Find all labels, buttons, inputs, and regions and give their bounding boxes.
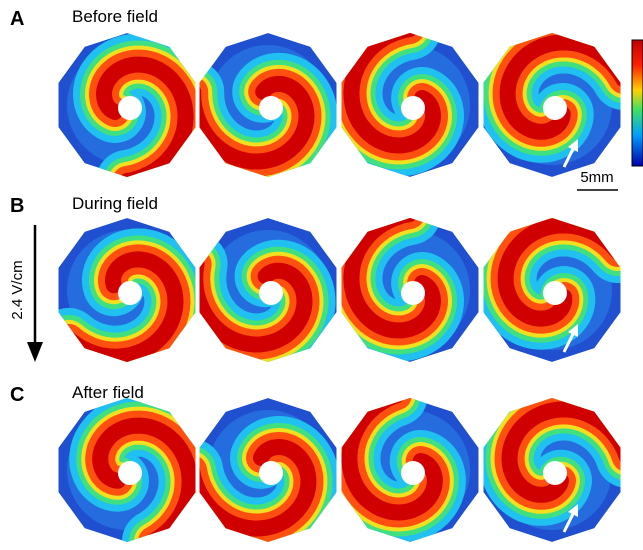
figure: 5mm 2.4 V/cm A Before field B During field C… — [0, 0, 643, 550]
panel-title: During field — [72, 194, 158, 213]
activation-map — [342, 395, 479, 542]
activation-map — [192, 398, 337, 542]
panel-label: C — [10, 384, 24, 406]
activation-map — [484, 218, 621, 362]
center-hole — [118, 281, 142, 305]
color-bar — [632, 40, 643, 166]
activation-map — [193, 33, 336, 177]
panel-title: After field — [72, 383, 144, 402]
panel-label: B — [10, 195, 24, 217]
activation-map — [59, 218, 196, 362]
activation-map — [195, 218, 336, 362]
scale-label: 5mm — [580, 169, 613, 186]
center-hole — [118, 96, 142, 120]
activation-map — [59, 398, 196, 542]
panel-label: A — [10, 8, 24, 30]
field-arrowhead — [27, 342, 43, 362]
activation-map — [484, 33, 624, 177]
activation-map — [342, 29, 479, 177]
center-hole — [543, 281, 567, 305]
center-hole — [543, 96, 567, 120]
activation-map — [59, 33, 196, 181]
activation-map — [342, 214, 479, 362]
field-label: 2.4 V/cm — [9, 260, 26, 319]
maps — [59, 29, 627, 542]
center-hole — [259, 461, 283, 485]
center-hole — [259, 281, 283, 305]
center-hole — [401, 96, 425, 120]
center-hole — [401, 461, 425, 485]
center-hole — [401, 281, 425, 305]
center-hole — [259, 96, 283, 120]
center-hole — [118, 461, 142, 485]
center-hole — [543, 461, 567, 485]
panel-title: Before field — [72, 7, 158, 26]
activation-map — [484, 398, 627, 542]
